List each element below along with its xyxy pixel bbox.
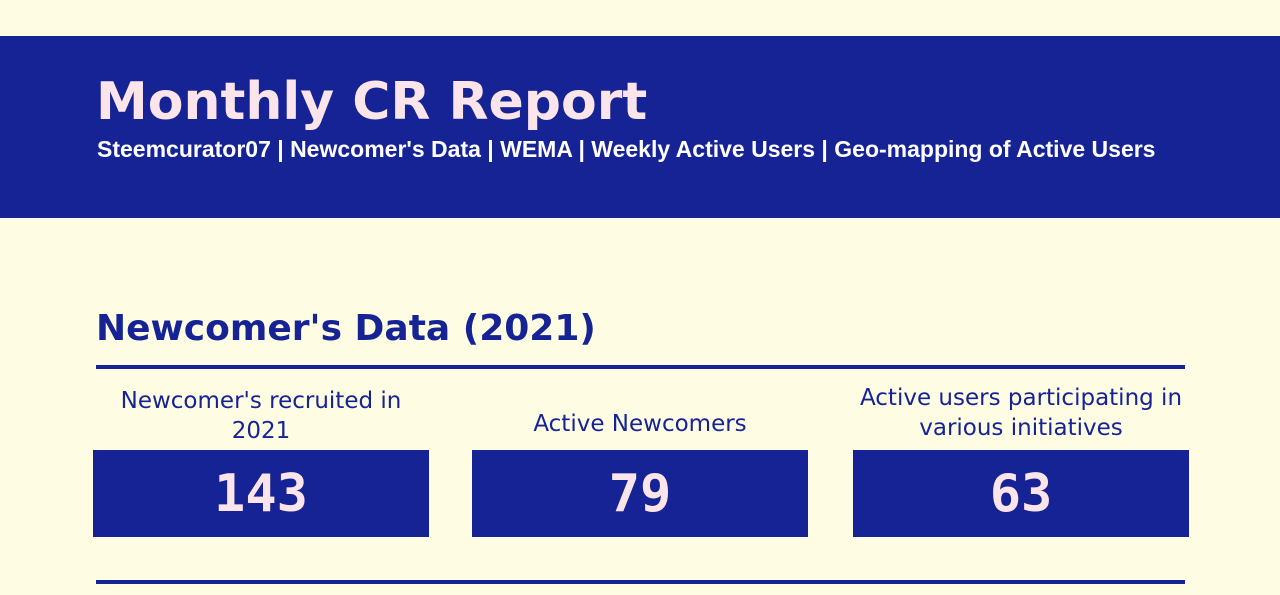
- header-banner: [0, 36, 1280, 218]
- stat-card-active-newcomers: 79: [472, 450, 808, 537]
- stat-value-active-participants: 63: [989, 463, 1053, 524]
- stat-label-active-participants: Active users participating in various in…: [859, 385, 1183, 441]
- report-title: Monthly CR Report: [96, 72, 648, 132]
- stat-value-active-newcomers: 79: [608, 463, 672, 524]
- section-divider-bottom: [96, 580, 1185, 584]
- stat-card-recruited: 143: [93, 450, 429, 537]
- stat-label-recruited: Newcomer's recruited in 2021: [120, 388, 402, 444]
- section-divider-top: [96, 365, 1185, 369]
- stat-value-recruited: 143: [214, 463, 308, 524]
- report-subtitle: Steemcurator07 | Newcomer's Data | WEMA …: [97, 136, 1156, 162]
- section-heading: Newcomer's Data (2021): [96, 308, 596, 349]
- stat-label-active-newcomers: Active Newcomers: [533, 411, 747, 437]
- stat-card-active-participants: 63: [853, 450, 1189, 537]
